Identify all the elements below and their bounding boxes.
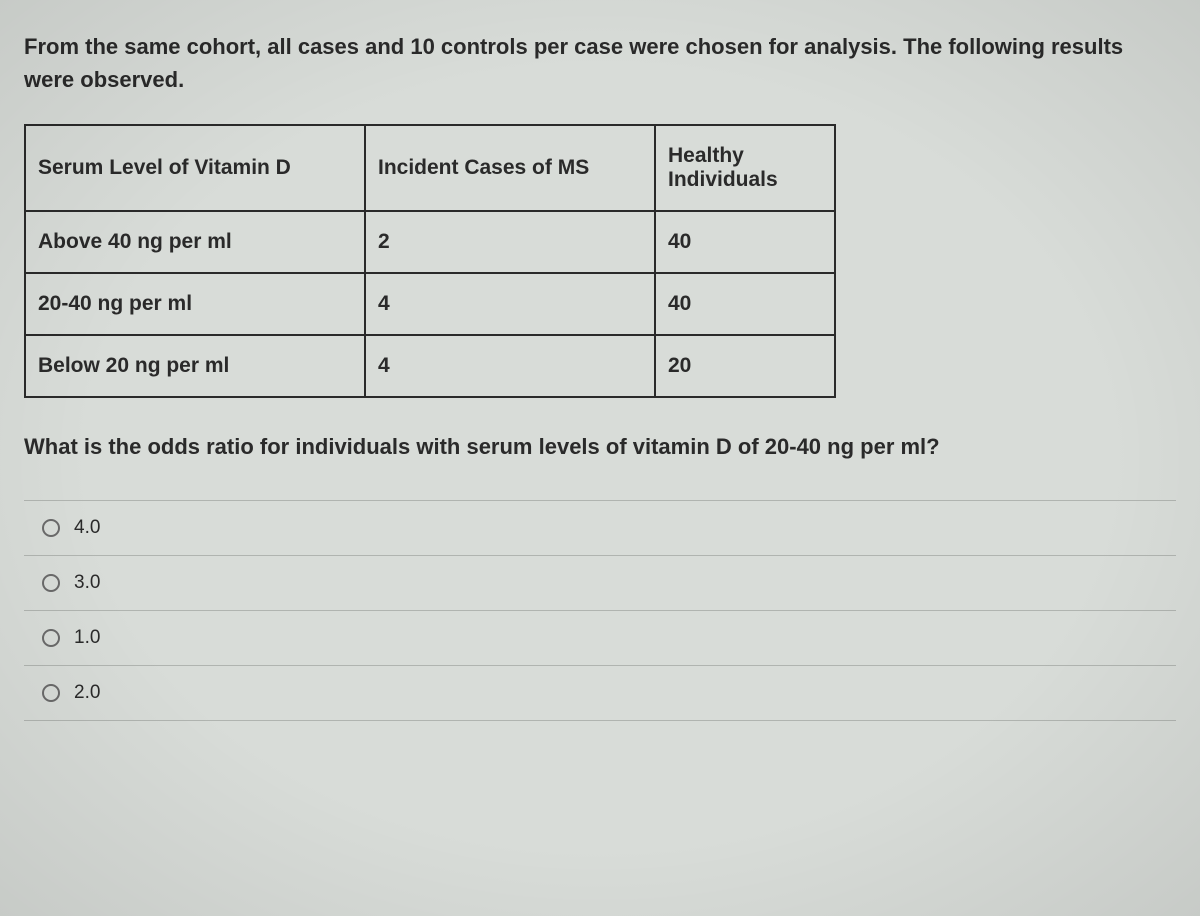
option-label: 2.0 — [74, 682, 100, 704]
question-intro: From the same cohort, all cases and 10 c… — [24, 30, 1176, 96]
cell-healthy: 40 — [655, 273, 835, 335]
option-label: 3.0 — [74, 572, 100, 594]
cell-level: Below 20 ng per ml — [25, 335, 365, 397]
cell-cases: 2 — [365, 211, 655, 273]
option-2-0[interactable]: 2.0 — [24, 666, 1176, 721]
table-row: Above 40 ng per ml 2 40 — [25, 211, 835, 273]
option-1-0[interactable]: 1.0 — [24, 611, 1176, 666]
cell-level: Above 40 ng per ml — [25, 211, 365, 273]
option-4-0[interactable]: 4.0 — [24, 500, 1176, 556]
cell-cases: 4 — [365, 273, 655, 335]
table-row: Below 20 ng per ml 4 20 — [25, 335, 835, 397]
radio-icon — [42, 629, 60, 647]
cell-healthy: 40 — [655, 211, 835, 273]
data-table: Serum Level of Vitamin D Incident Cases … — [24, 124, 836, 398]
radio-icon — [42, 519, 60, 537]
col-header-serum: Serum Level of Vitamin D — [25, 125, 365, 211]
option-label: 4.0 — [74, 517, 100, 539]
cell-healthy: 20 — [655, 335, 835, 397]
option-label: 1.0 — [74, 627, 100, 649]
cell-level: 20-40 ng per ml — [25, 273, 365, 335]
table-row: 20-40 ng per ml 4 40 — [25, 273, 835, 335]
radio-icon — [42, 684, 60, 702]
question-text: What is the odds ratio for individuals w… — [24, 434, 1176, 460]
col-header-healthy: Healthy Individuals — [655, 125, 835, 211]
cell-cases: 4 — [365, 335, 655, 397]
col-header-cases: Incident Cases of MS — [365, 125, 655, 211]
answer-options: 4.0 3.0 1.0 2.0 — [24, 500, 1176, 721]
option-3-0[interactable]: 3.0 — [24, 556, 1176, 611]
table-header-row: Serum Level of Vitamin D Incident Cases … — [25, 125, 835, 211]
radio-icon — [42, 574, 60, 592]
